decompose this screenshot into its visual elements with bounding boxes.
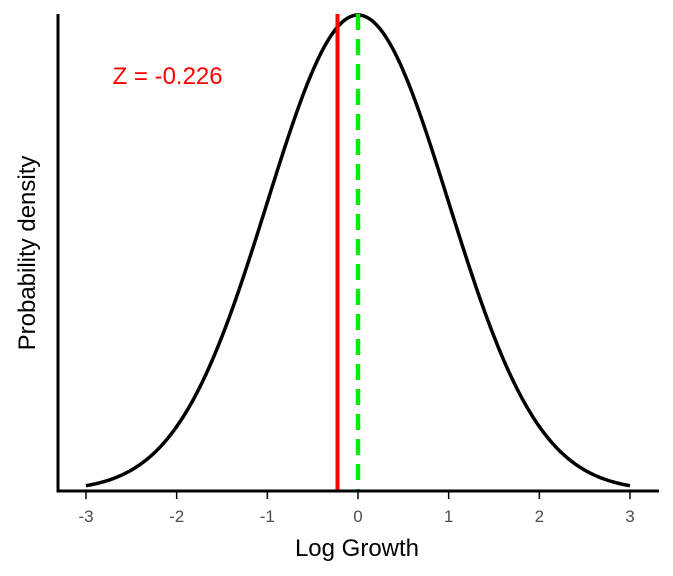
x-tick-label: -3 — [78, 507, 93, 526]
x-tick-label: 1 — [444, 507, 453, 526]
x-axis-ticks: -3 -2 -1 0 1 2 3 — [78, 492, 635, 526]
x-axis-title: Log Growth — [295, 535, 419, 562]
x-tick-label: -2 — [169, 507, 184, 526]
axes — [56, 14, 659, 493]
x-tick-label: -1 — [260, 507, 275, 526]
y-axis-title: Probability density — [14, 156, 41, 351]
x-tick-label: 0 — [353, 507, 362, 526]
x-tick-label: 3 — [625, 507, 634, 526]
x-tick-label: 2 — [535, 507, 544, 526]
plot-area — [85, 13, 631, 491]
z-score-annotation: Z = -0.226 — [113, 63, 223, 90]
